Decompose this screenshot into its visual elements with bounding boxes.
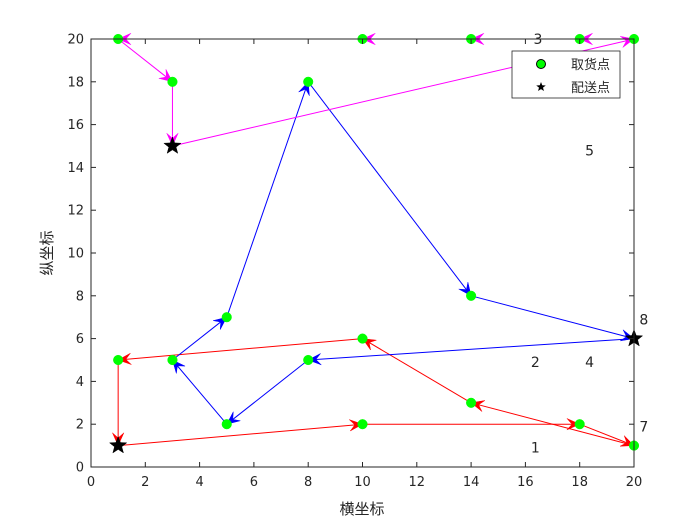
- route-segment: [362, 338, 472, 404]
- plot-area: [91, 39, 634, 467]
- pickup-point: [466, 290, 477, 301]
- x-tick-label: 20: [626, 475, 643, 490]
- y-tick-label: 16: [67, 118, 84, 133]
- y-tick-label: 14: [67, 161, 84, 176]
- pickup-point: [113, 354, 124, 366]
- legend-delivery-label: 配送点: [571, 81, 610, 96]
- pickup-point: [574, 419, 585, 430]
- x-tick-label: 14: [463, 475, 480, 490]
- delivery-point: [108, 435, 128, 454]
- pickup-point: [303, 354, 314, 366]
- y-tick-label: 4: [76, 375, 84, 390]
- route-arrowhead: [307, 353, 322, 366]
- route-number-label: 4: [585, 355, 594, 371]
- x-tick-label: 2: [141, 475, 149, 490]
- pickup-point: [221, 419, 232, 430]
- y-tick-label: 20: [67, 33, 84, 48]
- legend-pickup-marker: [536, 59, 546, 69]
- y-tick-label: 12: [67, 204, 84, 219]
- y-tick-label: 10: [67, 247, 84, 262]
- route-number-label: 7: [639, 419, 648, 435]
- x-tick-label: 0: [87, 475, 95, 490]
- y-tick-label: 6: [76, 332, 84, 347]
- pickup-point: [357, 333, 368, 344]
- route-segment: [226, 81, 309, 318]
- route-segment: [172, 316, 228, 361]
- route-segment: [118, 338, 363, 361]
- legend-box: [511, 50, 621, 99]
- route-arrowhead: [566, 418, 581, 431]
- pickup-point: [357, 419, 368, 430]
- route-number-label: 3: [534, 32, 543, 48]
- y-tick-label: 2: [76, 418, 84, 433]
- pickup-point: [303, 76, 314, 87]
- legend-delivery-marker: [536, 82, 546, 92]
- route-segment: [307, 81, 472, 297]
- route-arrowhead: [349, 419, 364, 432]
- route-arrowhead: [117, 352, 132, 365]
- route-number-label: 1: [531, 441, 540, 457]
- pickup-point: [466, 397, 477, 408]
- y-tick-label: 0: [76, 461, 84, 476]
- x-tick-label: 16: [517, 475, 534, 490]
- route-segment: [117, 38, 173, 83]
- route-number-label: 5: [585, 143, 594, 159]
- legend-pickup-label: 取货点: [571, 57, 610, 73]
- delivery-point: [163, 136, 182, 154]
- route-segment: [118, 423, 363, 447]
- x-tick-label: 8: [304, 475, 312, 490]
- y-tick-label: 18: [67, 75, 84, 90]
- route-segment: [470, 295, 635, 340]
- legend: 取货点 配送点: [511, 50, 621, 99]
- route-segment: [579, 423, 635, 447]
- pickup-point: [221, 312, 232, 323]
- x-tick-label: 4: [195, 475, 203, 490]
- route-segment: [226, 359, 309, 425]
- route-segment: [470, 402, 635, 447]
- route-1: [112, 338, 635, 447]
- pickup-point: [167, 76, 178, 87]
- route-segment: [172, 359, 228, 425]
- y-axis-label: 纵坐标: [38, 230, 56, 275]
- x-axis-label: 横坐标: [339, 500, 384, 518]
- route-number-label: 8: [639, 312, 648, 328]
- route-number-label: 2: [531, 355, 540, 371]
- y-tick-label: 8: [76, 289, 84, 304]
- x-tick-label: 12: [409, 475, 426, 490]
- x-tick-label: 6: [250, 475, 258, 490]
- pickup-point: [167, 354, 178, 366]
- x-tick-label: 18: [571, 475, 588, 490]
- x-tick-label: 10: [354, 475, 371, 490]
- route-segment: [308, 338, 635, 361]
